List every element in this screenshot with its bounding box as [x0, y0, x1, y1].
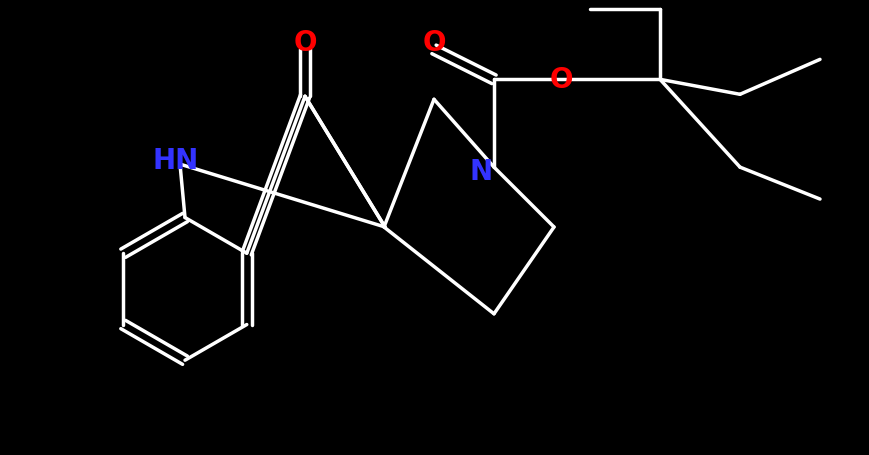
Text: O: O [293, 30, 316, 57]
Text: O: O [421, 30, 445, 57]
Text: O: O [548, 66, 572, 94]
Text: N: N [469, 158, 492, 186]
Text: HN: HN [152, 147, 198, 174]
